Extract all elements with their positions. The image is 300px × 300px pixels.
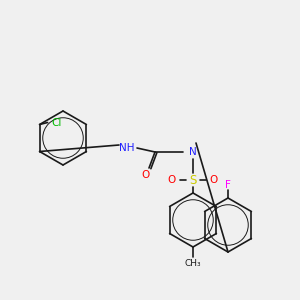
Text: Cl: Cl [52,118,62,128]
Text: O: O [210,175,218,185]
Text: O: O [142,170,150,180]
Text: NH: NH [119,143,135,153]
Text: F: F [225,180,231,190]
Text: S: S [189,173,197,187]
Text: CH₃: CH₃ [185,259,201,268]
Text: N: N [189,147,197,157]
Text: O: O [168,175,176,185]
